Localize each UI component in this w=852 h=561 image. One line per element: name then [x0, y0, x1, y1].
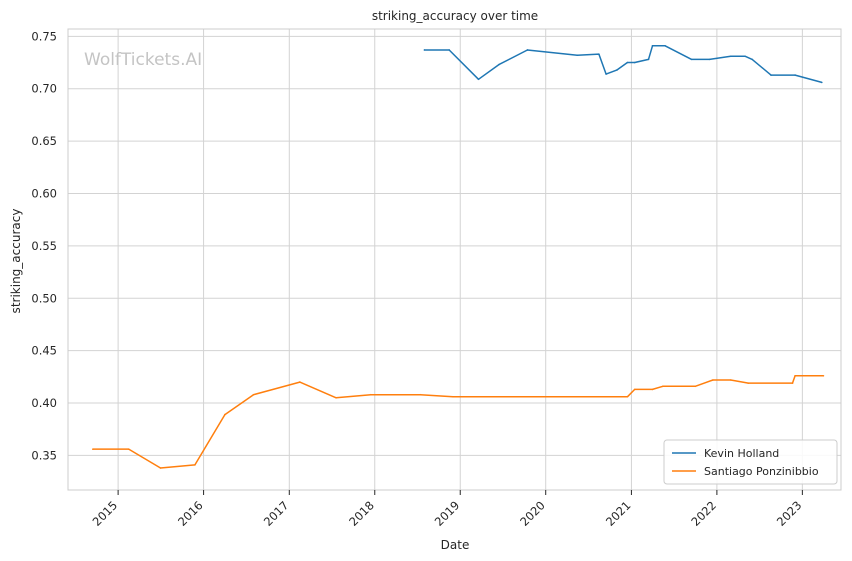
data-point: [335, 397, 337, 399]
data-point: [794, 374, 796, 377]
data-point: [633, 61, 636, 64]
data-point: [744, 55, 746, 58]
data-point: [626, 395, 629, 398]
x-tick-label: 2019: [432, 498, 463, 529]
y-tick-label: 0.75: [31, 29, 57, 43]
legend-box: [663, 439, 838, 485]
y-gridlines: [68, 35, 841, 456]
y-axis-ticks: 0.35 0.40 0.45 0.50 0.55 0.60 0.65 0.70 0.75: [31, 29, 57, 462]
watermark: WolfTickets.AI: [84, 50, 202, 70]
x-gridlines: [117, 29, 803, 490]
y-axis-title: striking_accuracy: [9, 209, 23, 314]
data-point: [252, 393, 255, 396]
legend-label: Kevin Holland: [704, 447, 779, 460]
data-point: [92, 448, 94, 450]
y-tick-label: 0.55: [31, 239, 57, 253]
data-point: [791, 382, 794, 384]
data-point: [369, 393, 372, 396]
data-point: [708, 58, 711, 61]
data-point: [194, 464, 196, 466]
x-tick-label: 2016: [175, 498, 206, 529]
series-line-0: [424, 45, 822, 84]
x-axis-title: Date: [441, 538, 470, 552]
data-point: [598, 53, 600, 55]
legend: Kevin Holland Santiago Ponzinibbio: [663, 439, 838, 485]
data-point: [477, 78, 480, 81]
x-tick-label: 2020: [517, 498, 548, 529]
data-point: [647, 58, 650, 61]
data-point: [770, 74, 772, 76]
y-tick-label: 0.70: [31, 82, 57, 96]
data-point: [452, 395, 454, 398]
data-point: [729, 379, 732, 381]
data-point: [712, 379, 714, 381]
chart-title: striking_accuracy over time: [372, 9, 538, 23]
data-point: [423, 49, 426, 51]
series-layer: [92, 44, 825, 469]
x-tick-label: 2022: [688, 498, 719, 529]
data-point: [694, 385, 697, 388]
data-point: [651, 44, 654, 47]
legend-label: Santiago Ponzinibbio: [704, 465, 819, 478]
data-point: [224, 413, 226, 416]
y-tick-label: 0.65: [31, 134, 57, 148]
data-point: [729, 55, 732, 58]
y-tick-label: 0.35: [31, 448, 57, 462]
data-point: [526, 49, 529, 51]
x-axis-ticks: 2015 2016 2017 2018 2019 2020 2021 2022 2023: [90, 490, 805, 529]
data-point: [820, 81, 823, 84]
data-point: [127, 448, 130, 450]
x-tick-label: 2023: [774, 498, 805, 529]
data-point: [626, 61, 629, 64]
y-tick-label: 0.50: [31, 291, 57, 305]
data-point: [661, 385, 664, 388]
data-point: [605, 73, 607, 75]
data-point: [159, 467, 162, 469]
x-tick-label: 2021: [603, 498, 634, 529]
data-point: [448, 49, 451, 51]
data-point: [751, 58, 754, 61]
data-point: [576, 54, 579, 56]
data-point: [633, 388, 636, 391]
y-tick-label: 0.60: [31, 186, 57, 200]
plot-area: [67, 28, 842, 491]
x-tick-label: 2018: [346, 498, 377, 529]
data-point: [822, 374, 825, 377]
x-tick-label: 2015: [90, 498, 121, 529]
y-tick-label: 0.40: [31, 396, 57, 410]
data-point: [794, 74, 796, 76]
data-point: [498, 63, 500, 66]
data-point: [690, 58, 693, 61]
x-tick-label: 2017: [261, 498, 292, 529]
data-point: [299, 381, 301, 383]
data-point: [616, 69, 618, 71]
data-point: [664, 44, 666, 47]
data-point: [747, 382, 750, 384]
data-point: [419, 393, 422, 396]
y-tick-label: 0.45: [31, 344, 57, 358]
series-line-1: [92, 375, 824, 469]
data-point: [651, 388, 654, 391]
